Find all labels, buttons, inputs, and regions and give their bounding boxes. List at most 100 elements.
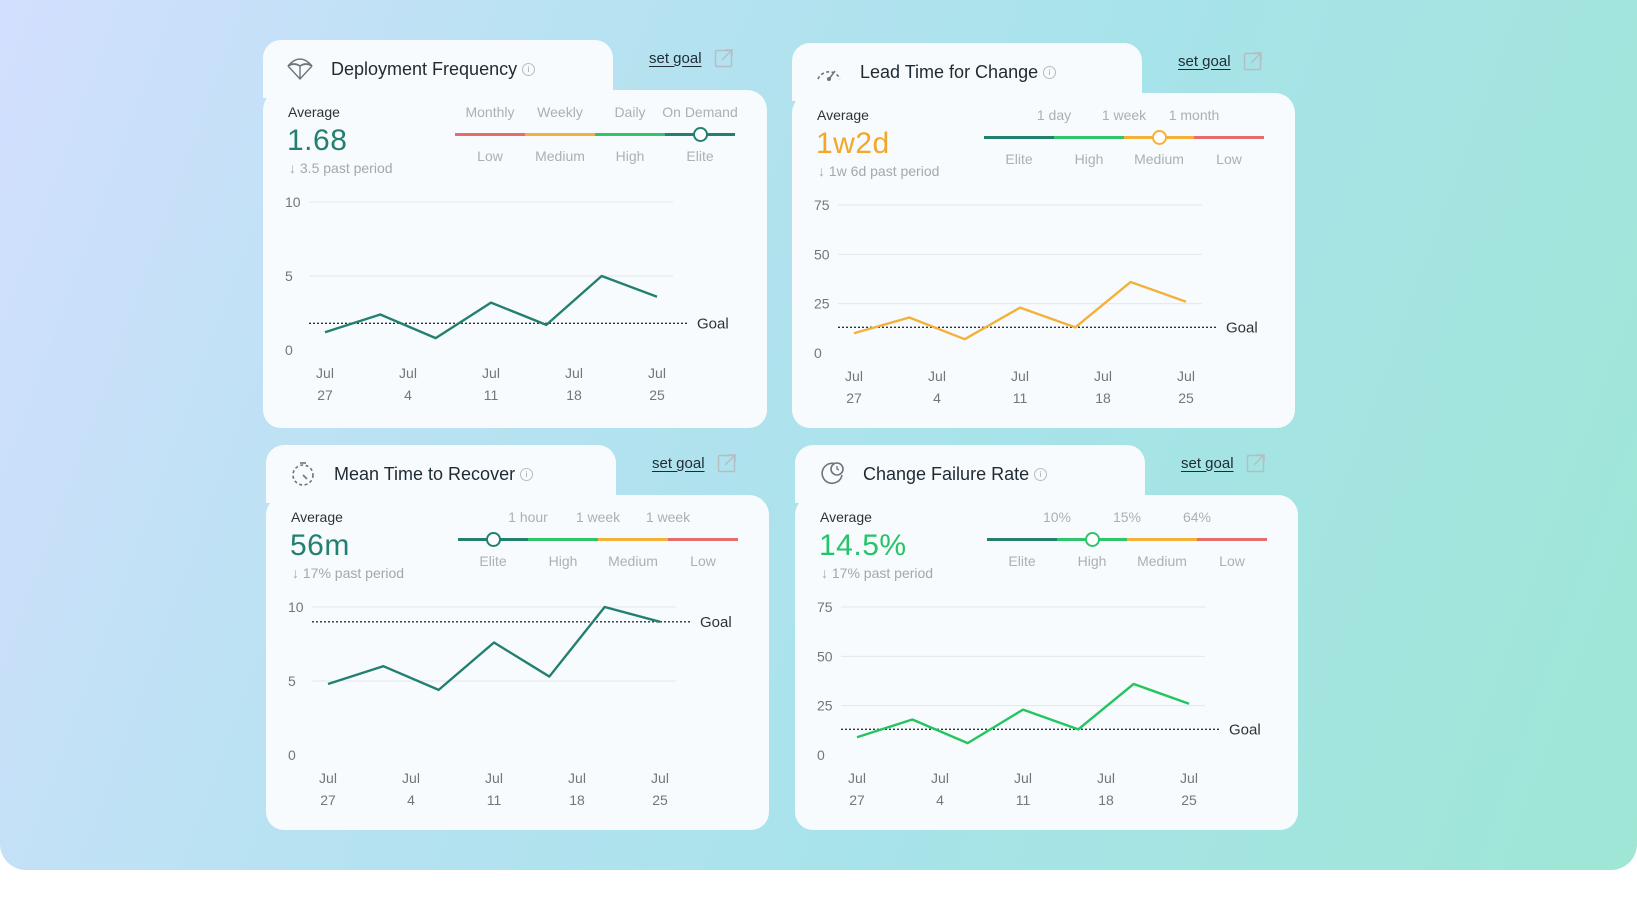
set-goal-link[interactable]: set goal <box>1181 454 1234 472</box>
goal-label: Goal <box>697 315 729 332</box>
scale-top-label: 1 day <box>1036 107 1072 123</box>
series-line <box>327 605 661 692</box>
past-period-text: ↓ 17% past period <box>821 565 934 581</box>
y-tick-label: 10 <box>288 599 304 615</box>
external-link-icon[interactable] <box>1246 453 1266 473</box>
external-link-icon[interactable] <box>714 48 734 68</box>
x-tick-label: Jul <box>1014 770 1032 786</box>
x-tick-label: Jul <box>1180 770 1198 786</box>
series-line <box>324 274 658 340</box>
line-chart: 10 5 0 Goal Jul 27 Jul 4 Jul 11 Jul 18 Jul 25 <box>288 599 732 808</box>
card-deployment-frequency: Deployment Frequency i set goal Average 1.68… <box>263 40 767 428</box>
scale-marker[interactable] <box>1084 532 1100 547</box>
set-goal-link[interactable]: set goal <box>649 49 702 67</box>
scale-segment <box>595 133 665 136</box>
x-tick-label: Jul <box>402 770 420 786</box>
x-tick-label: 18 <box>566 387 582 403</box>
scale-bottom-label: Medium <box>1137 553 1187 569</box>
external-link-icon[interactable] <box>717 453 737 473</box>
scale-segment <box>598 538 668 541</box>
scale-bottom-label: High <box>548 553 578 569</box>
x-tick-label: 27 <box>317 387 333 403</box>
card-body <box>263 90 767 428</box>
y-tick-label: 5 <box>285 268 293 284</box>
series-line <box>853 280 1187 341</box>
scale-marker[interactable] <box>485 532 501 547</box>
scale-segment <box>525 133 595 136</box>
scale-bottom-label: Medium <box>535 148 585 164</box>
card-header: Change Failure Rate i <box>817 459 1048 489</box>
y-tick-label: 50 <box>817 648 833 664</box>
card-tab <box>795 445 1145 503</box>
scale-segment <box>984 136 1054 139</box>
gauge-icon <box>814 57 844 87</box>
average-value: 1w2d <box>816 127 890 160</box>
past-period-text: ↓ 3.5 past period <box>289 160 393 176</box>
scale-marker[interactable] <box>1151 130 1167 145</box>
scale-top-label: Monthly <box>465 104 515 120</box>
x-tick-label: Jul <box>931 770 949 786</box>
scale-top-label: Weekly <box>537 104 583 120</box>
line-chart: 10 5 0 Goal Jul 27 Jul 4 Jul 11 Jul 18 Jul 25 <box>285 194 729 403</box>
info-icon[interactable]: i <box>1043 65 1057 79</box>
info-icon[interactable]: i <box>520 467 534 481</box>
set-goal-area: set goal <box>649 48 734 68</box>
average-label: Average <box>817 107 869 123</box>
parachute-icon <box>285 54 315 84</box>
x-tick-label: 4 <box>933 390 941 406</box>
card-title: Deployment Frequency <box>331 58 518 79</box>
performance-scale: Monthly Weekly Daily On Demand Low Medium High… <box>455 100 738 170</box>
card-body <box>792 93 1295 428</box>
y-tick-label: 25 <box>814 296 830 312</box>
x-tick-label: 25 <box>1178 390 1194 406</box>
set-goal-link[interactable]: set goal <box>1178 52 1231 70</box>
x-tick-label: 11 <box>1013 390 1028 406</box>
y-tick-label: 75 <box>814 197 830 213</box>
card-change-failure-rate: Change Failure Rate i set goal Average 14.5%… <box>795 445 1298 830</box>
average-value: 56m <box>290 529 350 562</box>
x-tick-label: 27 <box>846 390 862 406</box>
y-tick-label: 0 <box>817 747 825 763</box>
average-value: 14.5% <box>819 529 907 562</box>
card-tab <box>266 445 616 503</box>
x-tick-label: Jul <box>568 770 586 786</box>
external-link-icon[interactable] <box>1243 51 1263 71</box>
card-tab <box>263 40 613 98</box>
x-tick-label: 11 <box>487 792 502 808</box>
scale-bottom-label: Elite <box>479 553 507 569</box>
scale-top-label: 15% <box>1112 509 1142 525</box>
card-title: Lead Time for Change <box>860 61 1039 82</box>
scale-bottom-label: Low <box>477 148 503 164</box>
x-tick-label: Jul <box>928 368 946 384</box>
scale-segment <box>987 538 1057 541</box>
scale-bottom-label: Low <box>690 553 716 569</box>
x-tick-label: 27 <box>320 792 336 808</box>
x-tick-label: Jul <box>482 365 500 381</box>
info-icon[interactable]: i <box>1034 467 1048 481</box>
average-label: Average <box>288 104 340 120</box>
goal-label: Goal <box>700 614 732 631</box>
x-tick-label: Jul <box>399 365 417 381</box>
card-header: Lead Time for Change i <box>814 57 1057 87</box>
scale-top-label: 64% <box>1182 509 1212 525</box>
y-tick-label: 10 <box>285 194 301 210</box>
line-chart: 75 50 25 0 Goal Jul 27 Jul 4 Jul 11 Jul 18 Jul 25 <box>814 197 1258 406</box>
card-body <box>795 495 1298 830</box>
card-lead-time-for-change: Lead Time for Change i set goal Average 1w2d… <box>792 43 1295 428</box>
scale-top-label: 1 week <box>575 509 621 525</box>
y-tick-label: 5 <box>288 673 296 689</box>
info-icon[interactable]: i <box>522 62 536 76</box>
scale-bottom-label: High <box>615 148 645 164</box>
scale-marker[interactable] <box>692 127 708 142</box>
scale-top-label: Daily <box>614 104 646 120</box>
card-title: Mean Time to Recover <box>334 463 516 484</box>
set-goal-link[interactable]: set goal <box>652 454 705 472</box>
x-tick-label: 11 <box>1016 792 1031 808</box>
card-title: Change Failure Rate <box>863 463 1030 484</box>
goal-label: Goal <box>1226 319 1258 336</box>
scale-segment <box>1127 538 1197 541</box>
x-tick-label: 4 <box>407 792 415 808</box>
line-chart: 75 50 25 0 Goal Jul 27 Jul 4 Jul 11 Jul 18 Jul 25 <box>817 599 1261 808</box>
x-tick-label: Jul <box>319 770 337 786</box>
x-tick-label: Jul <box>848 770 866 786</box>
